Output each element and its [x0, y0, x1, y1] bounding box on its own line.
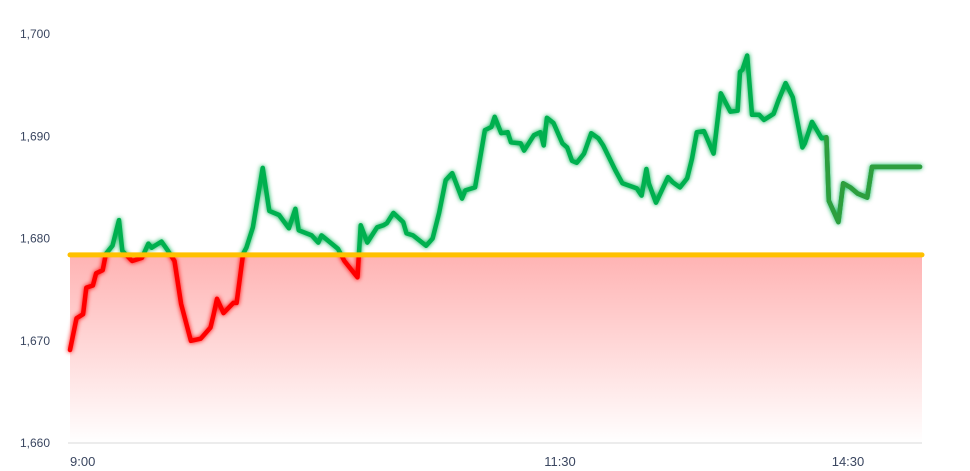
x-tick-label: 14:30: [832, 454, 865, 469]
y-axis: 1,660 1,670 1,680 1,690 1,700: [20, 27, 50, 450]
y-tick-label: 1,670: [20, 334, 50, 348]
below-reference-fill: [70, 254, 922, 443]
y-tick-label: 1,690: [20, 129, 50, 143]
x-axis: 9:00 11:30 14:30: [70, 454, 864, 469]
price-line-below-reference: [67, 254, 362, 353]
x-tick-label: 11:30: [544, 454, 576, 469]
price-line-above-reference: [103, 53, 923, 255]
y-tick-label: 1,680: [20, 232, 50, 246]
x-tick-label: 9:00: [70, 454, 95, 469]
y-tick-label: 1,700: [20, 27, 50, 41]
price-line-closing-segment: [824, 135, 923, 225]
y-tick-label: 1,660: [20, 436, 50, 450]
